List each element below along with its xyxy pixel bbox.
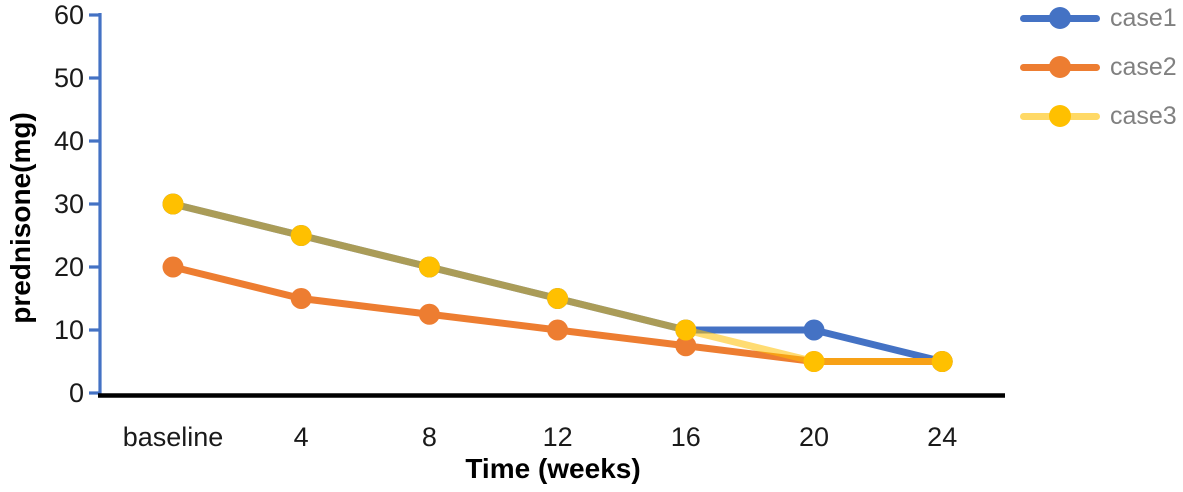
data-point-case3-24 bbox=[931, 351, 953, 372]
y-tick-label: 40 bbox=[54, 126, 84, 156]
y-tick-label: 30 bbox=[54, 189, 84, 219]
data-point-case3-4 bbox=[290, 225, 312, 246]
data-point-case3-8 bbox=[418, 256, 440, 278]
series-line-case2 bbox=[169, 263, 946, 365]
data-point-case2-8 bbox=[418, 303, 440, 325]
data-point-case2-16 bbox=[675, 335, 697, 357]
data-point-case3-16 bbox=[675, 319, 697, 341]
legend-label-case1: case1 bbox=[1110, 4, 1177, 32]
y-tick-label: 0 bbox=[69, 378, 84, 408]
legend-label-case2: case2 bbox=[1110, 53, 1177, 81]
legend-item-case1: case1 bbox=[1020, 4, 1177, 32]
x-tick-label: 24 bbox=[927, 422, 957, 452]
y-tick-label: 20 bbox=[54, 252, 84, 282]
data-point-case3-12 bbox=[547, 288, 569, 309]
data-point-case3-20 bbox=[803, 351, 825, 372]
y-axis-title: prednisone(mg) bbox=[5, 112, 36, 324]
data-point-case3-baseline bbox=[162, 193, 184, 215]
x-tick-label: 12 bbox=[543, 422, 573, 452]
y-tick-label: 10 bbox=[54, 315, 84, 345]
legend-dot-case3 bbox=[1049, 105, 1071, 127]
x-tick-label: 20 bbox=[799, 422, 829, 452]
x-tick-label: baseline bbox=[123, 422, 224, 452]
y-tick-label: 60 bbox=[54, 0, 84, 30]
x-tick-label: 16 bbox=[671, 422, 701, 452]
x-axis-title: Time (weeks) bbox=[465, 453, 640, 484]
legend-item-case2: case2 bbox=[1020, 53, 1177, 81]
legend-item-case3: case3 bbox=[1020, 102, 1177, 130]
legend-label-case3: case3 bbox=[1110, 102, 1177, 130]
data-point-case2-12 bbox=[547, 319, 569, 341]
x-tick-label: 8 bbox=[422, 422, 437, 452]
chart-legend: case1 case2 case3 bbox=[1020, 4, 1177, 154]
legend-dot-case2 bbox=[1049, 56, 1071, 78]
y-tick-label: 50 bbox=[54, 63, 84, 93]
data-point-case2-baseline bbox=[162, 256, 184, 278]
legend-marker-case2-icon bbox=[1020, 56, 1100, 78]
x-tick-label: 4 bbox=[294, 422, 309, 452]
data-point-case1-20 bbox=[803, 319, 825, 341]
legend-dot-case1 bbox=[1049, 7, 1071, 29]
data-point-case2-4 bbox=[290, 288, 312, 309]
legend-marker-case3-icon bbox=[1020, 105, 1100, 127]
legend-marker-case1-icon bbox=[1020, 7, 1100, 29]
